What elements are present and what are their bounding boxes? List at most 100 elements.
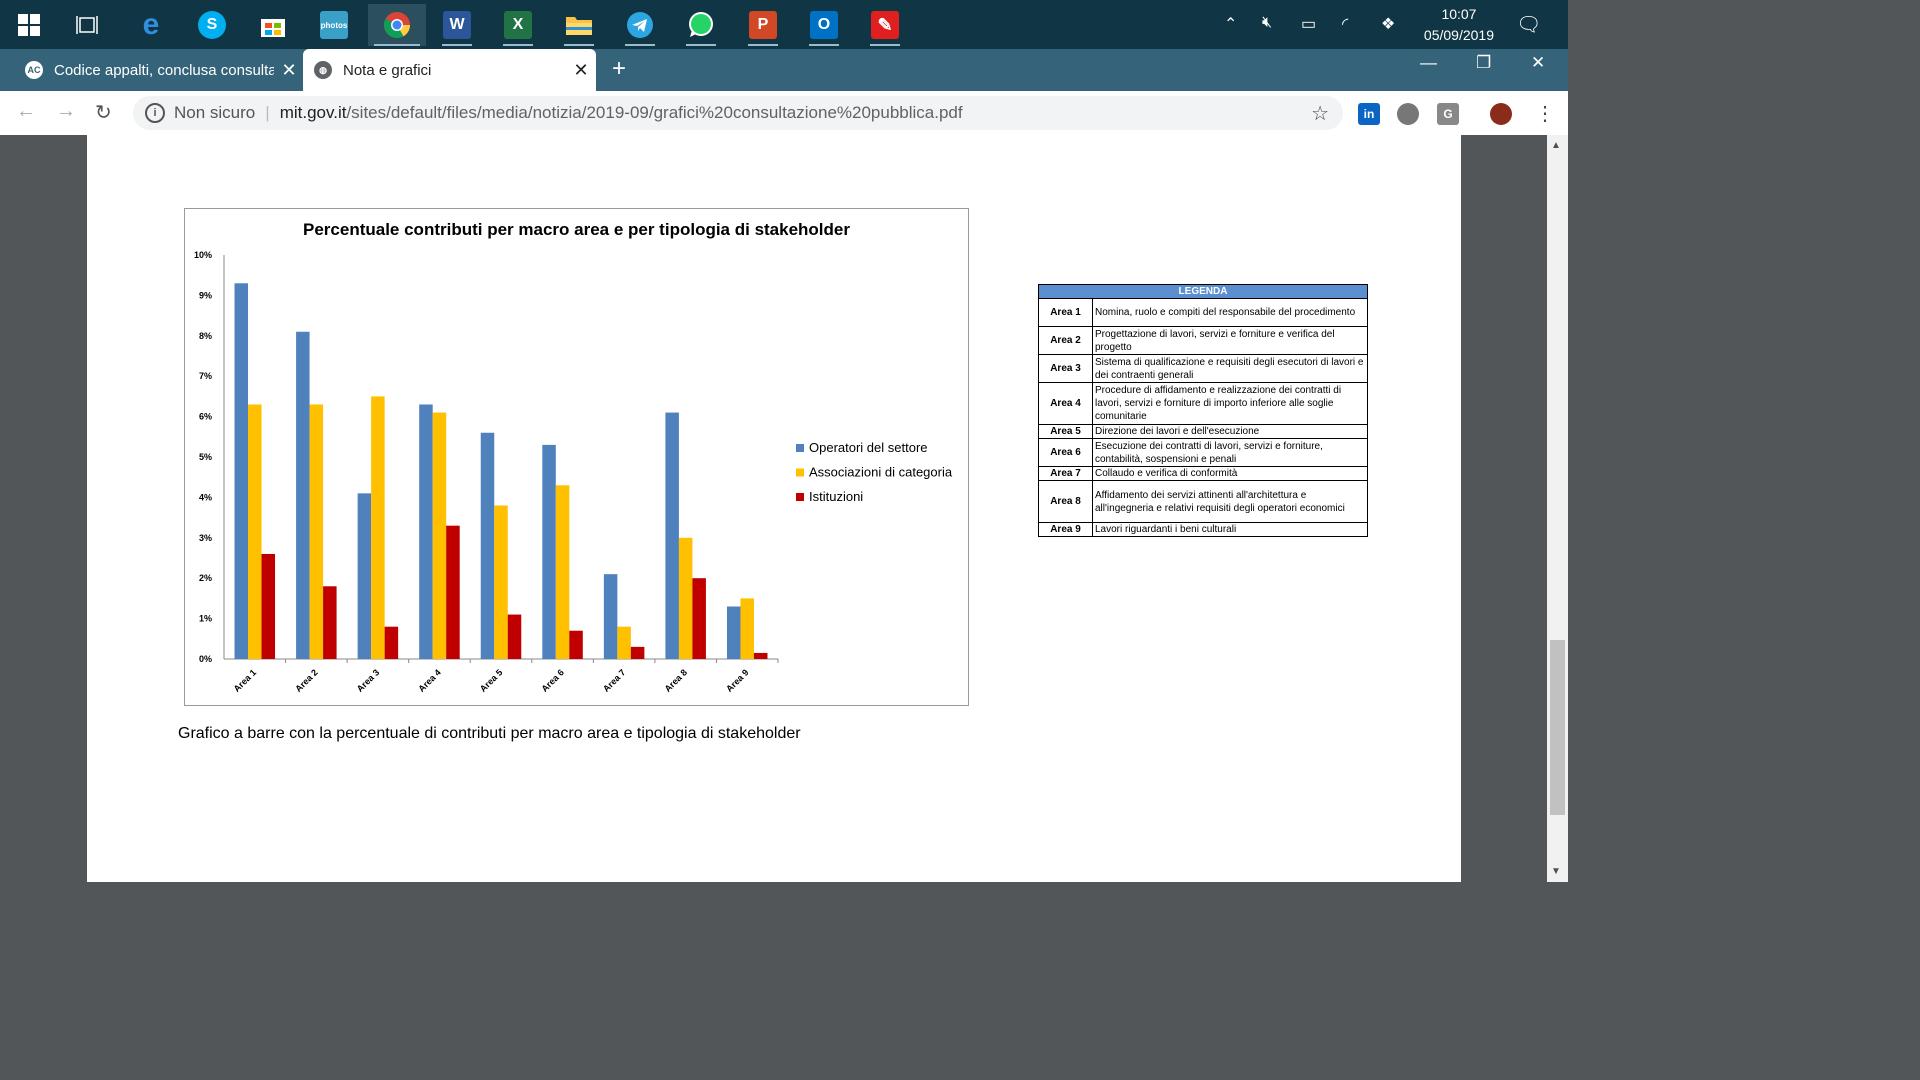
whatsapp-icon[interactable]	[680, 4, 722, 46]
tab-nota-e-grafici[interactable]: ◍ Nota e grafici ✕	[303, 49, 596, 91]
bar-area-9-series-3	[753, 652, 768, 659]
windows-taskbar	[0, 0, 1568, 49]
legend-label: Operatori del settore	[809, 440, 928, 455]
word-icon[interactable]: W	[436, 4, 478, 46]
x-tick-label: Area 1	[232, 667, 259, 694]
bar-area-5-series-3	[507, 614, 522, 659]
clock-time: 10:07	[1441, 6, 1477, 22]
bar-area-5-series-2	[494, 505, 508, 659]
scroll-down-icon[interactable]: ▼	[1551, 866, 1561, 877]
y-tick-label: 1%	[199, 614, 212, 624]
profile-avatar-icon[interactable]	[1490, 103, 1512, 125]
extension-g-icon[interactable]: G	[1437, 103, 1459, 125]
acrobat-icon[interactable]: ✎	[864, 4, 906, 46]
extension-circle-icon[interactable]	[1397, 103, 1419, 125]
legend-label: Associazioni di categoria	[809, 465, 953, 480]
back-icon[interactable]: ←	[16, 100, 36, 122]
bar-area-2-series-2	[309, 404, 324, 659]
tab-codice-appalti[interactable]: AC Codice appalti, conclusa consulta ✕	[14, 49, 304, 91]
info-icon[interactable]: i	[145, 103, 165, 123]
restore-icon[interactable]: ❐	[1476, 53, 1492, 72]
file-explorer-icon[interactable]	[558, 4, 600, 46]
legenda-area: Area 5	[1038, 424, 1093, 439]
separator: |	[265, 103, 270, 122]
y-tick-label: 0%	[199, 654, 212, 664]
bar-area-7-series-3	[630, 646, 645, 659]
reload-icon[interactable]: ↻	[95, 102, 112, 124]
address-bar[interactable]: i Non sicuro | mit.gov.it/sites/default/…	[133, 96, 1343, 130]
excel-icon[interactable]: X	[497, 4, 539, 46]
chrome-icon[interactable]	[368, 4, 426, 46]
legenda-area: Area 9	[1038, 522, 1093, 537]
legenda-desc: Procedure di affidamento e realizzazione…	[1092, 382, 1368, 425]
x-tick-label: Area 2	[293, 667, 320, 694]
legenda-table: LEGENDA Area 1 Nomina, ruolo e compiti de…	[1038, 284, 1368, 537]
bar-area-1-series-1	[234, 283, 249, 659]
legenda-header: LEGENDA	[1038, 284, 1368, 299]
volume-muted-icon[interactable]: 🔇︎	[1262, 14, 1273, 31]
bookmark-star-icon[interactable]: ☆	[1311, 102, 1329, 125]
notifications-icon[interactable]: 🗨︎	[1516, 14, 1542, 36]
telegram-icon[interactable]	[619, 4, 661, 46]
skype-icon[interactable]: S	[191, 4, 233, 46]
close-tab-icon[interactable]: ✕	[281, 59, 297, 80]
x-tick-label: Area 8	[663, 667, 690, 694]
linkedin-icon[interactable]: in	[1358, 103, 1380, 125]
bar-area-8-series-3	[692, 578, 706, 659]
wifi-icon[interactable]: ◜	[1342, 16, 1349, 33]
legend-swatch	[796, 468, 804, 477]
minimize-icon[interactable]: —	[1420, 53, 1437, 72]
windows-start-icon[interactable]	[8, 4, 50, 46]
legenda-area: Area 6	[1038, 438, 1093, 467]
powerpoint-icon[interactable]: P	[742, 4, 784, 46]
dropbox-icon[interactable]: ❖	[1381, 16, 1396, 33]
bar-area-2-series-1	[296, 331, 310, 659]
bar-area-5-series-1	[480, 432, 495, 659]
forward-icon[interactable]: →	[56, 100, 76, 122]
task-view-icon[interactable]	[66, 4, 108, 46]
battery-icon[interactable]: ▭	[1301, 16, 1317, 33]
outlook-icon[interactable]: O	[803, 4, 845, 46]
menu-kebab-icon[interactable]: ⋮	[1535, 103, 1555, 125]
photos-icon[interactable]: photos	[313, 4, 355, 46]
new-tab-button[interactable]: +	[612, 55, 627, 82]
scroll-up-icon[interactable]: ▲	[1551, 140, 1561, 151]
y-tick-label: 2%	[199, 573, 212, 583]
x-tick-label: Area 5	[478, 667, 505, 694]
y-tick-label: 10%	[194, 250, 212, 260]
close-window-icon[interactable]: ✕	[1531, 53, 1546, 72]
y-tick-label: 6%	[199, 412, 212, 422]
y-tick-label: 7%	[199, 371, 212, 381]
x-tick-label: Area 9	[724, 667, 751, 694]
tab-title: Codice appalti, conclusa consulta	[54, 61, 274, 79]
legend-swatch	[796, 493, 804, 501]
tab-title: Nota e grafici	[343, 61, 432, 79]
bar-area-7-series-1	[603, 574, 618, 659]
system-clock[interactable]: 10:07 05/09/2019	[1424, 4, 1494, 46]
chart-caption: Grafico a barre con la percentuale di co…	[178, 725, 801, 742]
clock-date: 05/09/2019	[1423, 27, 1494, 43]
y-tick-label: 8%	[199, 331, 212, 341]
legenda-area: Area 1	[1038, 298, 1093, 327]
close-tab-icon[interactable]: ✕	[573, 59, 589, 80]
bar-area-4-series-1	[419, 404, 433, 659]
bar-area-8-series-1	[665, 412, 679, 659]
legenda-desc: Direzione dei lavori e dell'esecuzione	[1092, 424, 1368, 439]
tab-strip	[0, 49, 1568, 91]
edge-icon[interactable]: e	[142, 8, 160, 41]
url-host: mit.gov.it	[279, 103, 347, 122]
scrollbar-thumb[interactable]	[1550, 640, 1565, 815]
bar-area-3-series-3	[384, 626, 399, 659]
store-icon[interactable]	[252, 4, 294, 46]
x-tick-label: Area 6	[539, 667, 566, 694]
legenda-desc: Progettazione di lavori, servizi e forni…	[1092, 326, 1368, 355]
x-tick-label: Area 3	[355, 667, 382, 694]
bar-area-6-series-1	[542, 444, 556, 659]
chevron-up-icon[interactable]: ⌃	[1224, 16, 1238, 33]
bar-area-3-series-2	[371, 396, 385, 659]
x-tick-label: Area 7	[601, 667, 628, 694]
bar-chart: 0% 1% 2% 3% 4% 5% 6% 7% 8% 9% 10% Area 1 Area 2 Area …	[194, 250, 953, 694]
y-tick-label: 9%	[199, 290, 212, 300]
bar-area-6-series-2	[555, 485, 570, 659]
legenda-desc: Esecuzione dei contratti di lavori, serv…	[1092, 438, 1368, 467]
